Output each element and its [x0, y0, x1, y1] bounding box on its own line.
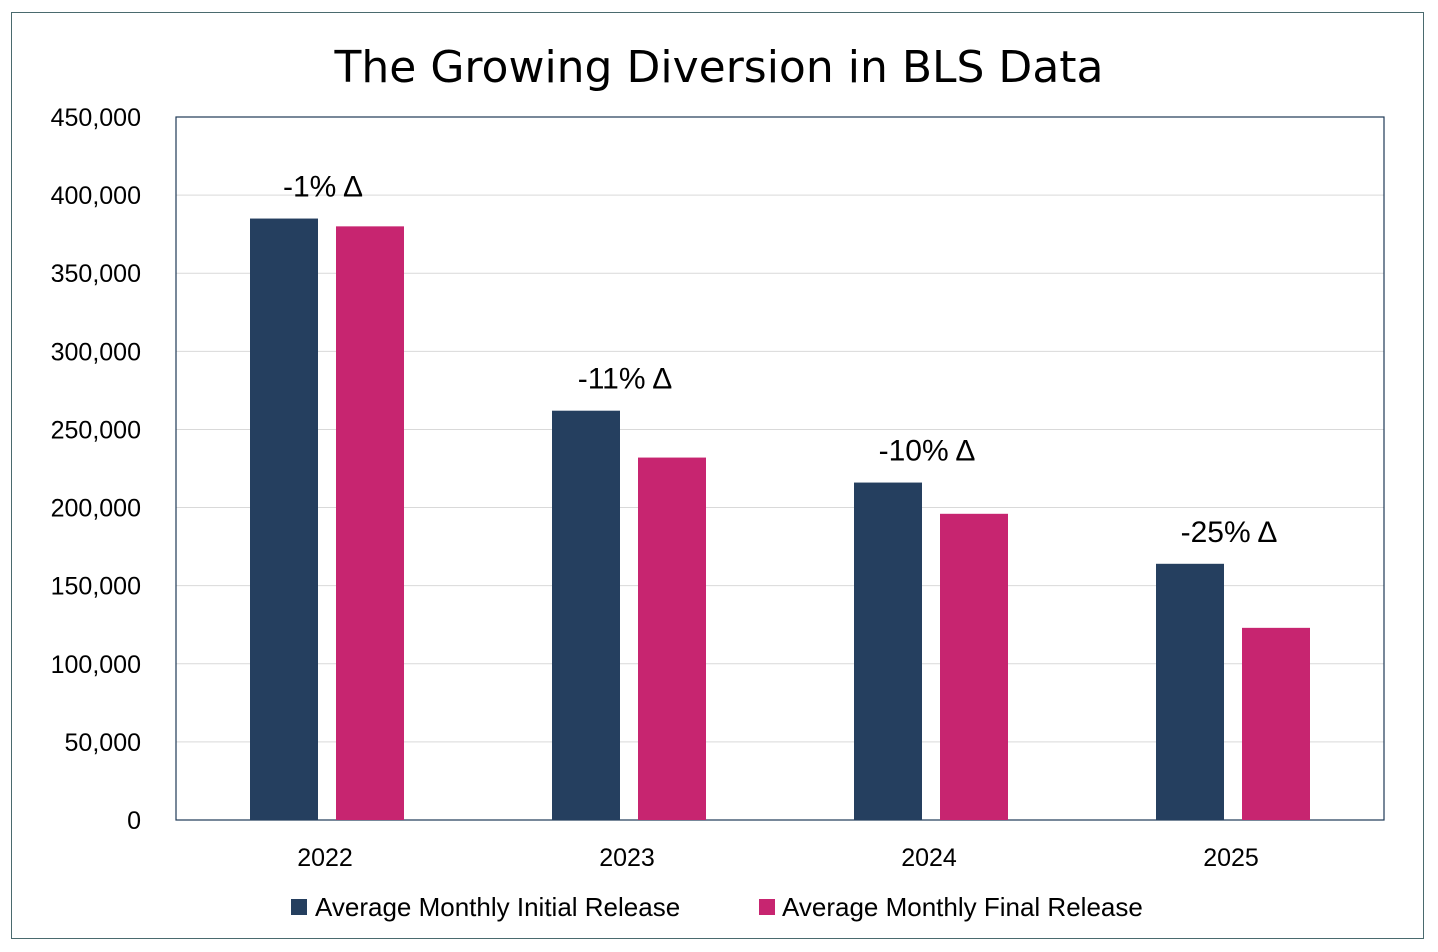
bar-final-2024	[940, 513, 1008, 820]
bars	[250, 218, 1310, 821]
bar-initial-2024	[854, 482, 922, 820]
legend: Average Monthly Initial Release Average M…	[291, 892, 1143, 922]
x-tick-label: 2024	[901, 844, 957, 872]
bar-final-2023	[638, 457, 706, 820]
y-tick-label: 250,000	[51, 416, 141, 444]
y-tick-label: 350,000	[51, 260, 141, 288]
legend-swatch	[759, 899, 775, 915]
y-tick-label: 100,000	[51, 651, 141, 679]
y-tick-label: 0	[127, 807, 141, 835]
bar-final-2022	[336, 226, 404, 820]
bar-initial-2023	[552, 410, 620, 820]
x-tick-label: 2023	[599, 844, 655, 872]
y-tick-label: 300,000	[51, 338, 141, 366]
delta-annotation: -1% Δ	[283, 171, 363, 204]
delta-annotation: -25% Δ	[1181, 516, 1278, 549]
x-tick-label: 2022	[297, 844, 353, 872]
delta-annotation: -11% Δ	[578, 363, 673, 396]
chart-title: The Growing Diversion in BLS Data	[334, 42, 1104, 93]
delta-annotation: -10% Δ	[879, 435, 976, 468]
y-tick-label: 400,000	[51, 182, 141, 210]
legend-label: Average Monthly Initial Release	[315, 892, 680, 922]
bar-initial-2025	[1156, 563, 1224, 820]
x-axis-ticks: 2022 2023 2024 2025	[297, 844, 1259, 872]
y-tick-label: 150,000	[51, 573, 141, 601]
legend-label: Average Monthly Final Release	[782, 892, 1143, 922]
y-tick-label: 50,000	[65, 729, 141, 757]
plot-area	[175, 116, 1385, 821]
y-axis-ticks: 0 50,000 100,000 150,000 200,000 250,000 300,0…	[51, 104, 141, 835]
x-tick-label: 2025	[1203, 844, 1259, 872]
bar-final-2025	[1242, 627, 1310, 820]
bar-initial-2022	[250, 218, 318, 821]
y-tick-label: 200,000	[51, 495, 141, 523]
y-tick-label: 450,000	[51, 104, 141, 132]
annotations: -1% Δ -11% Δ -10% Δ -25% Δ	[283, 171, 1277, 549]
legend-swatch	[291, 899, 307, 915]
